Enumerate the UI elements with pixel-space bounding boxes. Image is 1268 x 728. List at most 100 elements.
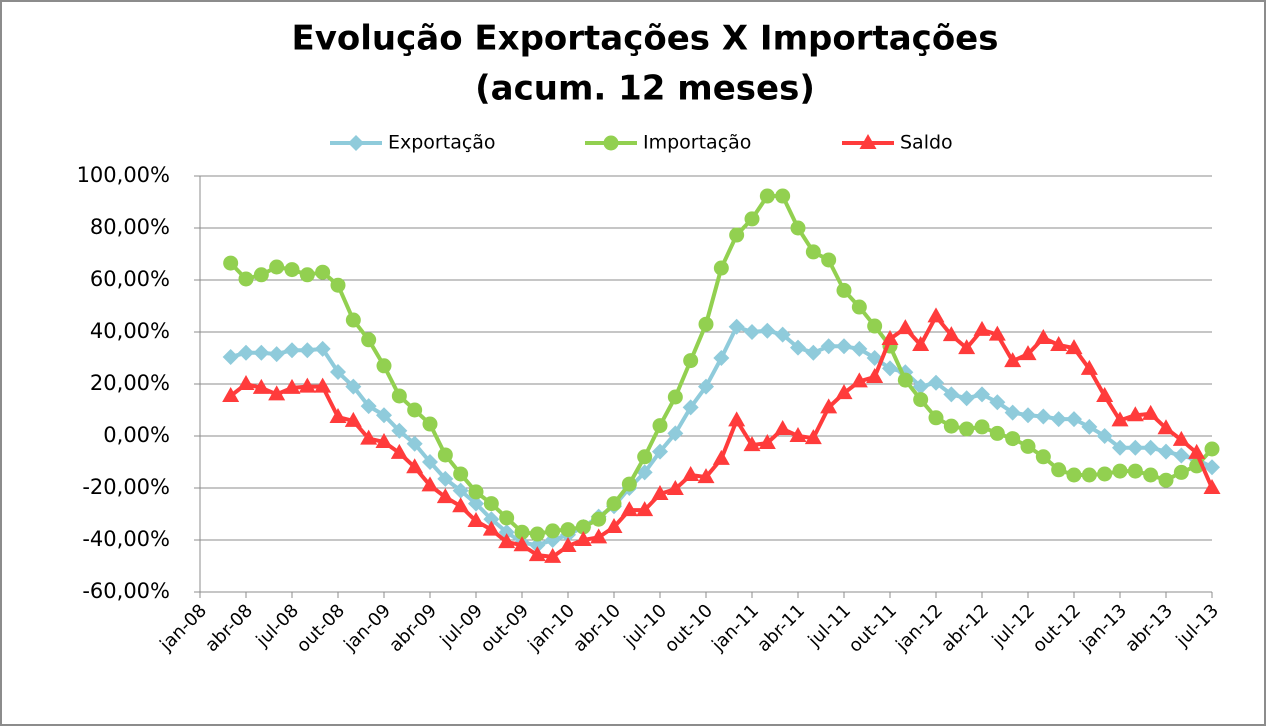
marker — [637, 449, 653, 465]
marker — [223, 255, 239, 271]
marker — [467, 512, 485, 528]
marker — [667, 425, 684, 442]
marker — [728, 318, 745, 335]
marker — [1204, 459, 1220, 476]
marker — [1172, 430, 1190, 446]
marker — [666, 480, 684, 496]
marker — [774, 326, 791, 343]
marker — [667, 389, 683, 405]
marker — [789, 427, 807, 442]
marker — [744, 211, 760, 227]
marker — [759, 322, 776, 339]
marker — [453, 466, 469, 482]
marker — [729, 227, 745, 243]
marker — [758, 434, 776, 450]
marker — [437, 447, 453, 463]
marker — [896, 319, 914, 335]
marker — [959, 421, 975, 437]
marker — [958, 339, 976, 355]
marker — [867, 318, 883, 334]
marker — [482, 520, 500, 536]
marker — [499, 510, 515, 526]
marker — [913, 392, 929, 408]
marker — [1157, 419, 1175, 435]
marker — [590, 528, 608, 544]
marker — [620, 501, 638, 517]
marker — [851, 299, 867, 315]
marker — [682, 399, 699, 416]
marker — [836, 282, 852, 298]
marker — [1035, 449, 1051, 465]
marker — [1127, 463, 1143, 479]
marker — [329, 408, 347, 424]
marker — [1126, 406, 1144, 422]
marker — [422, 416, 438, 432]
marker — [1158, 472, 1174, 488]
marker — [360, 429, 378, 445]
marker — [836, 338, 852, 355]
marker — [1203, 479, 1221, 494]
marker — [790, 220, 806, 236]
marker — [651, 484, 669, 500]
marker — [805, 344, 822, 361]
marker — [1142, 439, 1159, 456]
marker — [1143, 467, 1159, 483]
marker — [652, 443, 668, 460]
marker — [1111, 411, 1129, 427]
marker — [421, 476, 439, 492]
marker — [697, 468, 715, 484]
marker — [989, 394, 1006, 411]
marker — [348, 135, 364, 151]
marker — [1051, 462, 1067, 478]
marker — [912, 378, 929, 395]
marker — [1066, 411, 1082, 428]
marker — [222, 348, 239, 365]
marker — [1066, 467, 1082, 483]
marker — [344, 411, 362, 427]
marker — [1050, 411, 1067, 428]
marker — [330, 277, 346, 293]
marker — [361, 332, 377, 348]
marker — [974, 386, 990, 403]
marker — [1004, 404, 1021, 421]
marker — [268, 346, 285, 363]
marker — [928, 374, 944, 391]
marker — [591, 511, 607, 527]
marker — [621, 476, 637, 492]
marker — [850, 372, 868, 388]
marker — [1050, 336, 1068, 351]
marker — [314, 340, 331, 357]
marker — [376, 358, 392, 374]
marker — [483, 511, 500, 528]
marker — [407, 402, 423, 418]
marker — [928, 410, 944, 426]
marker — [897, 372, 913, 388]
marker — [268, 385, 286, 401]
y-tick-label: 100,00% — [77, 163, 170, 187]
y-tick-label: -40,00% — [82, 527, 170, 551]
marker — [728, 411, 746, 427]
marker — [775, 188, 791, 204]
marker — [943, 418, 959, 434]
marker — [1004, 352, 1022, 368]
marker — [851, 340, 868, 357]
marker — [406, 435, 423, 452]
marker — [1142, 404, 1160, 420]
marker — [942, 326, 960, 342]
marker — [759, 188, 775, 204]
marker — [452, 497, 470, 513]
marker — [1035, 408, 1052, 425]
marker — [513, 536, 531, 552]
marker — [391, 388, 407, 404]
marker — [1020, 407, 1036, 424]
marker — [713, 260, 729, 276]
marker — [360, 398, 377, 415]
marker — [804, 429, 822, 445]
marker — [1065, 339, 1083, 355]
marker — [345, 312, 361, 328]
marker — [436, 488, 454, 504]
marker — [284, 262, 300, 278]
marker — [299, 342, 316, 359]
marker — [1112, 463, 1128, 479]
